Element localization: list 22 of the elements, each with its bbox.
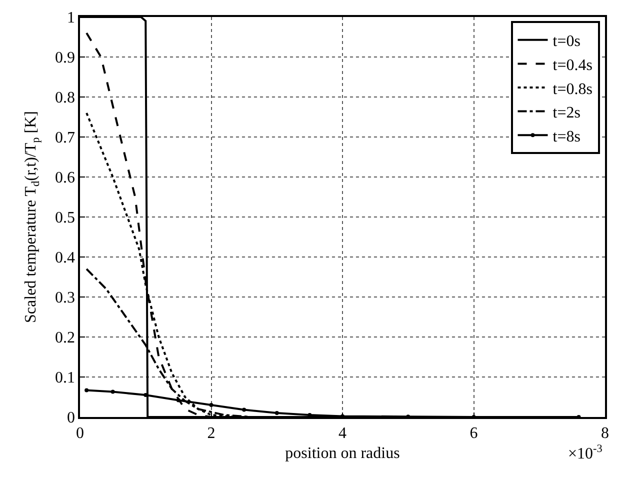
y-tick-label: 0.6 <box>55 170 76 187</box>
y-tick-label: 1 <box>67 10 76 27</box>
legend-label: t=2s <box>552 104 580 122</box>
legend-label: t=0s <box>552 33 580 50</box>
y-tick-label: 0.4 <box>55 250 76 267</box>
y-tick-label: 0 <box>67 410 76 427</box>
legend-label: t=8s <box>552 128 580 146</box>
y-tick-label: 0.7 <box>55 130 76 147</box>
x-tick-label: 4 <box>338 424 346 442</box>
y-tick-label: 0.1 <box>55 370 76 387</box>
legend-label: t=0.8s <box>552 80 592 98</box>
x-tick-label: 8 <box>601 424 609 442</box>
legend-label: t=0.4s <box>552 56 592 74</box>
text: ×10$^{-3}$ <box>568 443 603 463</box>
y-tick-label: 0.8 <box>55 90 76 107</box>
x-axis-title: position on radius <box>285 445 400 462</box>
x-tick-label: 6 <box>470 424 478 442</box>
y-tick-label: 0.5 <box>55 210 76 227</box>
y-tick-label: 0.2 <box>55 330 76 347</box>
x-tick-label: 2 <box>207 424 216 442</box>
y-tick-label: 0.9 <box>55 50 76 67</box>
y-tick-label: 0.3 <box>55 290 76 307</box>
